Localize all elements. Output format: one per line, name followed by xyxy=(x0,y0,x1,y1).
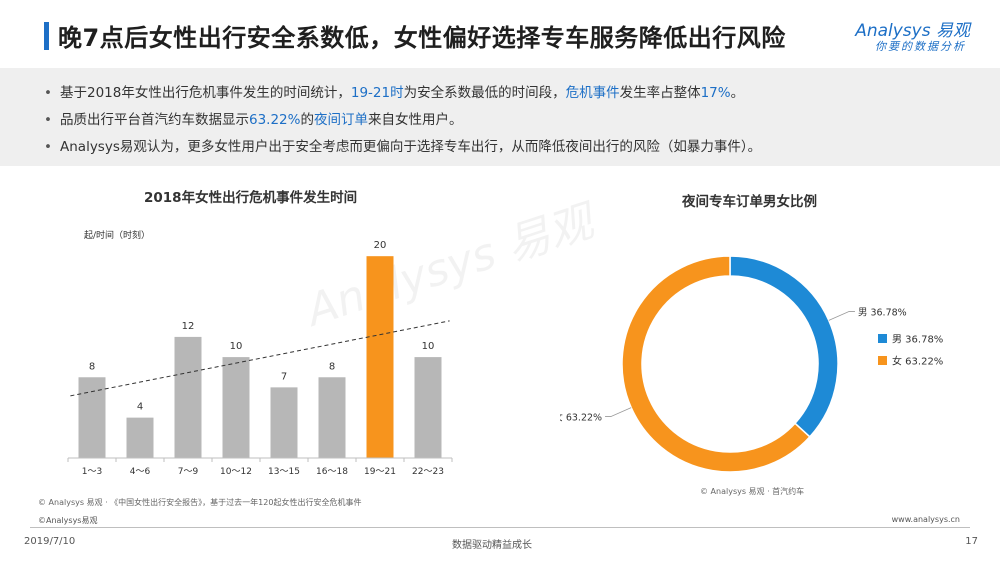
x-tick-label: 16～18 xyxy=(316,467,348,477)
donut-slice xyxy=(729,255,839,438)
page-title: 晚7点后女性出行安全系数低，女性偏好选择专车服务降低出行风险 xyxy=(58,24,786,52)
bar-chart: 起/时间（时刻） 8 1～3 4 4～6 12 7～9 10 10～12 7 13～15 8 16～18… xyxy=(67,229,453,477)
bullet-highlight: 17% xyxy=(700,85,731,101)
bullet-text: 为安全系数最低的时间段， xyxy=(403,85,566,101)
bullet-dot: • xyxy=(44,139,52,155)
website: www.analysys.cn xyxy=(891,515,960,524)
bullet-dot: • xyxy=(44,85,52,101)
bar xyxy=(318,377,346,458)
legend-swatch xyxy=(878,334,887,343)
slice-leader-line xyxy=(605,407,632,417)
legend-label: 女 63.22% xyxy=(892,355,943,368)
x-tick-label: 4～6 xyxy=(130,467,151,477)
bar-value-label: 7 xyxy=(281,371,287,382)
bar xyxy=(174,336,202,458)
logo-main-text: Analysys 易观 xyxy=(855,21,970,41)
bullet-text: 基于2018年女性出行危机事件发生的时间统计， xyxy=(60,85,351,101)
summary-bullets: • 基于2018年女性出行危机事件发生的时间统计，19-21时为安全系数最低的时间… xyxy=(0,68,1000,166)
donut-chart-title: 夜间专车订单男女比例 xyxy=(682,194,817,210)
donut-chart-panel: 夜间专车订单男女比例 男 36.78% 女 63.22% 男 36.78% 女 63.… xyxy=(560,176,980,506)
bullet-item: • Analysys易观认为，更多女性用户出于安全考虑而更偏向于选择专车出行，从而… xyxy=(44,134,1000,161)
bar-value-label: 4 xyxy=(137,402,143,413)
title-bar: 晚7点后女性出行安全系数低，女性偏好选择专车服务降低出行风险 Analysys … xyxy=(0,14,1000,60)
bar-value-label: 8 xyxy=(89,361,95,372)
bar-value-label: 10 xyxy=(422,341,435,352)
bar-chart-panel: 2018年女性出行危机事件发生时间 起/时间（时刻） 8 1～3 4 4～6 12 7～9 1… xyxy=(40,176,460,496)
donut-chart-source: © Analysys 易观 · 首汽约车 xyxy=(700,487,805,496)
bullet-text: 品质出行平台首汽约车数据显示 xyxy=(60,112,249,128)
bar xyxy=(222,357,250,458)
bullet-text: 。 xyxy=(730,85,745,101)
bar-value-label: 20 xyxy=(374,240,387,251)
logo-sub-text: 你要的数据分析 xyxy=(875,40,966,53)
bar xyxy=(366,256,394,458)
bullet-text: 来自女性用户。 xyxy=(367,112,463,128)
bullet-highlight: 19-21时 xyxy=(350,85,404,101)
bar-value-label: 12 xyxy=(182,321,195,332)
bullet-text: 发生率占整体 xyxy=(619,85,701,101)
slice-label: 男 36.78% xyxy=(858,308,907,319)
slice-leader-line xyxy=(828,311,855,321)
page-number: 17 xyxy=(965,536,978,547)
slice-label: 女 63.22% xyxy=(560,411,602,423)
footer-slogan: 数据驱动精益成长 xyxy=(452,540,532,551)
x-tick-label: 1～3 xyxy=(82,467,102,477)
donut-chart: 男 36.78% 女 63.22% 男 36.78% 女 63.22% xyxy=(560,255,943,473)
bar xyxy=(78,377,106,458)
x-tick-label: 7～9 xyxy=(178,467,199,477)
bullet-highlight: 危机事件 xyxy=(565,85,620,101)
x-tick-label: 19～21 xyxy=(364,467,396,477)
analysys-logo: Analysys 易观 你要的数据分析 xyxy=(840,16,970,56)
legend-label: 男 36.78% xyxy=(892,334,943,346)
donut-slice xyxy=(621,255,811,473)
bullet-highlight: 63.22% xyxy=(249,112,301,128)
trend-line xyxy=(70,320,450,397)
x-tick-label: 22～23 xyxy=(412,467,444,477)
bar xyxy=(126,417,154,458)
copyright: ©Analysys易观 xyxy=(38,516,98,525)
bullet-dot: • xyxy=(44,112,52,128)
bullet-text: Analysys易观认为，更多女性用户出于安全考虑而更偏向于选择专车出行，从而降… xyxy=(60,139,762,155)
footer-date: 2019/7/10 xyxy=(24,536,76,547)
y-axis-label: 起/时间（时刻） xyxy=(84,229,150,241)
x-tick-label: 13～15 xyxy=(268,467,300,477)
bar-value-label: 8 xyxy=(329,361,335,372)
title-accent-bar xyxy=(44,22,49,50)
bar xyxy=(414,357,442,458)
x-tick-label: 10～12 xyxy=(220,467,252,477)
bar xyxy=(270,387,298,458)
bullet-text: 的 xyxy=(300,112,314,128)
bullet-item: • 品质出行平台首汽约车数据显示63.22%的夜间订单来自女性用户。 xyxy=(44,107,1000,134)
bar-value-label: 10 xyxy=(230,341,243,352)
bar-chart-title: 2018年女性出行危机事件发生时间 xyxy=(144,190,358,206)
bar-chart-source: © Analysys 易观 · 《中国女性出行安全报告》，基于过去一年120起女… xyxy=(38,498,362,507)
footer-divider xyxy=(30,527,970,528)
bullet-item: • 基于2018年女性出行危机事件发生的时间统计，19-21时为安全系数最低的时间… xyxy=(44,80,1000,107)
legend-swatch xyxy=(878,356,887,365)
bullet-highlight: 夜间订单 xyxy=(313,112,368,128)
